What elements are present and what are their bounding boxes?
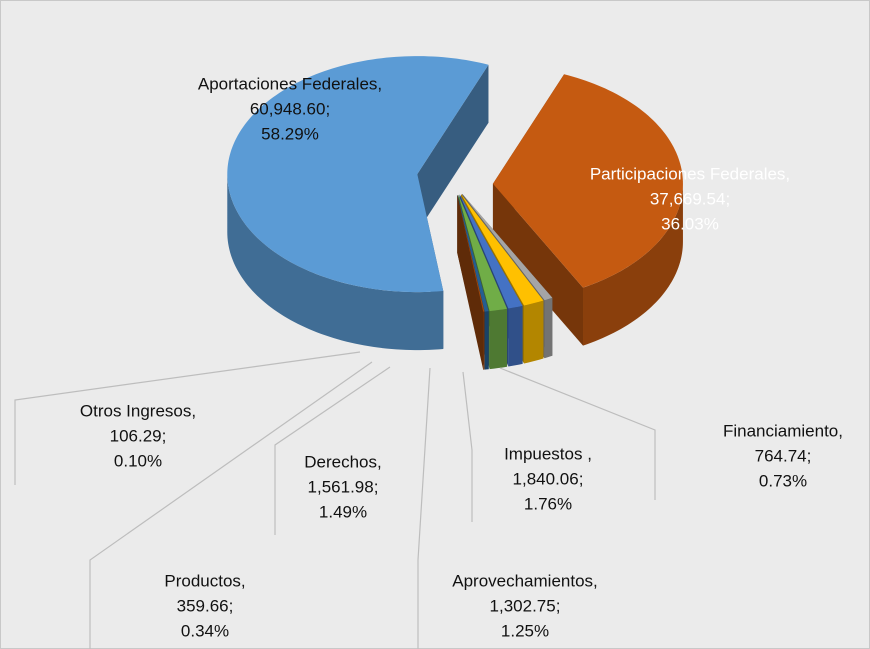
data-label: 58.29% bbox=[261, 124, 319, 143]
leader-line bbox=[417, 367, 431, 649]
slice bbox=[457, 194, 485, 312]
slice-side bbox=[484, 311, 489, 370]
data-label: 1,302.75; bbox=[490, 596, 561, 615]
slice bbox=[461, 194, 544, 306]
data-label: 36.03% bbox=[661, 214, 719, 233]
slice-side bbox=[508, 305, 523, 367]
slice bbox=[462, 193, 553, 301]
data-label: Financiamiento, bbox=[723, 421, 843, 440]
data-label: Productos, bbox=[164, 571, 245, 590]
data-label: 1.76% bbox=[524, 494, 572, 513]
data-label: 0.10% bbox=[114, 451, 162, 470]
data-label: 1,840.06; bbox=[513, 469, 584, 488]
leader-line bbox=[14, 351, 361, 485]
slice bbox=[457, 194, 489, 312]
data-label: 1.25% bbox=[501, 621, 549, 640]
slice-side bbox=[524, 300, 544, 364]
slice-side bbox=[544, 297, 553, 359]
data-label: Participaciones Federales, bbox=[590, 164, 790, 183]
data-label: 106.29; bbox=[110, 426, 167, 445]
data-label: 37,669.54; bbox=[650, 189, 730, 208]
slice-wall bbox=[457, 194, 484, 370]
data-label: 0.73% bbox=[759, 471, 807, 490]
data-label: 1.49% bbox=[319, 502, 367, 521]
slice-wall bbox=[417, 64, 489, 233]
leader-line bbox=[462, 371, 473, 522]
slice bbox=[492, 74, 683, 288]
slice-tops bbox=[227, 56, 683, 312]
data-label: Aprovechamientos, bbox=[452, 571, 598, 590]
data-label: 764.74; bbox=[755, 446, 812, 465]
data-label: Derechos, bbox=[304, 452, 381, 471]
leader-line bbox=[499, 367, 656, 500]
data-label: Impuestos , bbox=[504, 444, 592, 463]
data-label: Otros Ingresos, bbox=[80, 401, 196, 420]
slice-side bbox=[583, 183, 683, 346]
data-label: Aportaciones Federales, bbox=[198, 74, 382, 93]
leader-line bbox=[274, 366, 391, 535]
slice bbox=[227, 56, 489, 293]
slice bbox=[458, 194, 508, 312]
data-label: 60,948.60; bbox=[250, 99, 330, 118]
data-label: 359.66; bbox=[177, 596, 234, 615]
slice-side bbox=[489, 308, 508, 370]
data-label: 0.34% bbox=[181, 621, 229, 640]
data-label: 1,561.98; bbox=[308, 477, 379, 496]
leader-line bbox=[89, 361, 373, 649]
slice bbox=[459, 194, 523, 309]
slice-side bbox=[227, 174, 444, 351]
slice-side bbox=[483, 311, 485, 370]
slice-wall bbox=[492, 183, 584, 346]
